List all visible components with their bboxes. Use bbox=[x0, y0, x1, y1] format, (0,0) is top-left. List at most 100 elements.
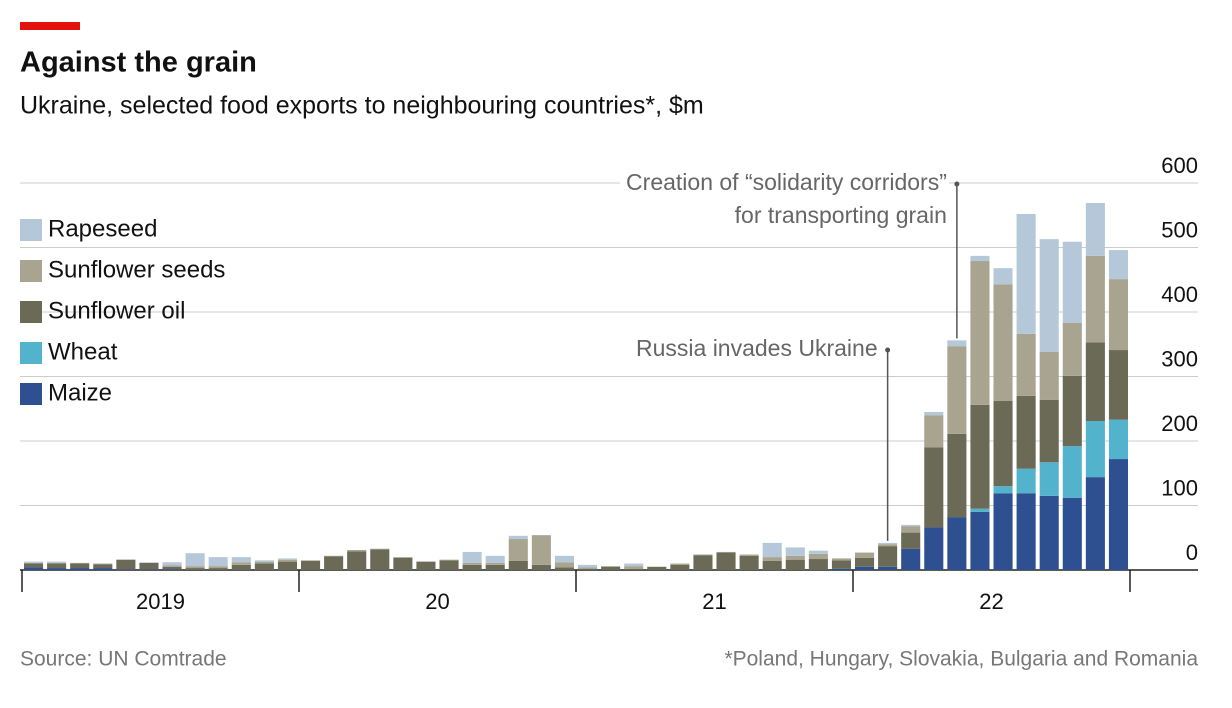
bar-segment bbox=[1108, 459, 1128, 570]
bar-segment bbox=[924, 411, 944, 416]
annotation-label: for transporting grain bbox=[735, 202, 947, 228]
bar-segment bbox=[93, 568, 113, 570]
legend-swatch bbox=[20, 219, 42, 241]
bar-segment bbox=[231, 562, 251, 565]
bar-segment bbox=[485, 564, 505, 570]
y-tick-label: 300 bbox=[1161, 346, 1198, 371]
y-tick-label: 500 bbox=[1161, 217, 1198, 242]
bar-segment bbox=[1108, 279, 1128, 351]
bar-segment bbox=[970, 261, 990, 405]
y-tick-label: 100 bbox=[1161, 475, 1198, 500]
bar-segment bbox=[208, 566, 228, 569]
bar-segment bbox=[601, 566, 621, 567]
bar-segment bbox=[1062, 241, 1082, 323]
bar-segment bbox=[670, 564, 690, 570]
bar-segment bbox=[831, 558, 851, 561]
bar-segment bbox=[924, 415, 944, 448]
x-tick-label: 21 bbox=[702, 589, 726, 614]
annotation-dot bbox=[954, 181, 960, 187]
bar-segment bbox=[762, 560, 782, 570]
bar-segment bbox=[70, 563, 90, 569]
y-tick-label: 600 bbox=[1161, 153, 1198, 178]
annotation-label: Russia invades Ukraine bbox=[636, 335, 878, 361]
bar-segment bbox=[393, 557, 413, 558]
bar-segment bbox=[1016, 493, 1036, 570]
bar-segment bbox=[116, 559, 136, 570]
legend-swatch bbox=[20, 342, 42, 364]
bar-segment bbox=[277, 558, 297, 560]
bar-segment bbox=[24, 562, 44, 564]
bar-segment bbox=[554, 555, 574, 563]
bar-segment bbox=[439, 560, 459, 570]
bar-segment bbox=[24, 563, 44, 568]
bar-segment bbox=[324, 556, 344, 570]
bar-segment bbox=[324, 555, 344, 557]
bar-segment bbox=[185, 566, 205, 569]
bar-segment bbox=[993, 268, 1013, 285]
annotation-bg bbox=[630, 335, 880, 362]
brand-bar bbox=[20, 22, 80, 30]
bar-segment bbox=[762, 557, 782, 561]
bar-segment bbox=[831, 568, 851, 570]
bar-segment bbox=[116, 569, 136, 570]
annotation-dot bbox=[885, 347, 891, 353]
bar-segment bbox=[24, 567, 44, 570]
bar-segment bbox=[1039, 399, 1059, 463]
bar-segment bbox=[624, 563, 644, 567]
bar-segment bbox=[785, 547, 805, 556]
bar-segment bbox=[531, 535, 551, 565]
legend-swatch bbox=[20, 260, 42, 282]
bar-segment bbox=[601, 566, 621, 570]
bar-segment bbox=[1039, 462, 1059, 496]
bar-segment bbox=[993, 493, 1013, 570]
bar-segment bbox=[947, 433, 967, 518]
bar-segment bbox=[462, 564, 482, 570]
bar-segment bbox=[578, 568, 598, 570]
bar-segment bbox=[508, 539, 528, 561]
bar-segment bbox=[554, 567, 574, 570]
bar-segment bbox=[647, 566, 667, 570]
bar-segment bbox=[878, 542, 898, 545]
bar-segment bbox=[1016, 333, 1036, 396]
bar-segment bbox=[462, 551, 482, 563]
y-tick-label: 200 bbox=[1161, 411, 1198, 436]
bar-segment bbox=[1062, 375, 1082, 447]
chart-subtitle: Ukraine, selected food exports to neighb… bbox=[20, 92, 704, 120]
bar-segment bbox=[970, 255, 990, 262]
bar-segment bbox=[162, 562, 182, 566]
bar-segment bbox=[578, 564, 598, 568]
bar-segment bbox=[531, 564, 551, 570]
bar-segment bbox=[716, 551, 736, 553]
legend-swatch bbox=[20, 383, 42, 405]
bar-segment bbox=[901, 532, 921, 549]
bar-segment bbox=[1108, 250, 1128, 280]
bar-segment bbox=[231, 564, 251, 570]
bar-segment bbox=[901, 548, 921, 570]
bar-segment bbox=[1062, 446, 1082, 498]
bar-segment bbox=[462, 562, 482, 565]
bar-segment bbox=[370, 549, 390, 570]
bar-segment bbox=[693, 555, 713, 570]
bar-segment bbox=[139, 569, 159, 570]
bar-segment bbox=[1062, 497, 1082, 570]
bar-segment bbox=[901, 524, 921, 527]
bar-segment bbox=[855, 557, 875, 567]
bar-segment bbox=[231, 557, 251, 563]
bar-segment bbox=[1039, 351, 1059, 400]
bar-segment bbox=[624, 568, 644, 570]
bar-segment bbox=[301, 560, 321, 570]
bar-segment bbox=[970, 508, 990, 512]
bar-segment bbox=[301, 560, 321, 561]
bar-segment bbox=[1108, 350, 1128, 420]
bar-segment bbox=[1085, 477, 1105, 570]
bar-segment bbox=[808, 550, 828, 554]
bar-segment bbox=[855, 552, 875, 558]
source: Source: UN Comtrade bbox=[20, 648, 227, 671]
y-tick-label: 0 bbox=[1186, 540, 1198, 565]
bar-segment bbox=[139, 562, 159, 563]
bar-segment bbox=[70, 568, 90, 570]
bar-segment bbox=[624, 566, 644, 569]
bar-segment bbox=[808, 559, 828, 570]
bar-segment bbox=[139, 562, 159, 570]
